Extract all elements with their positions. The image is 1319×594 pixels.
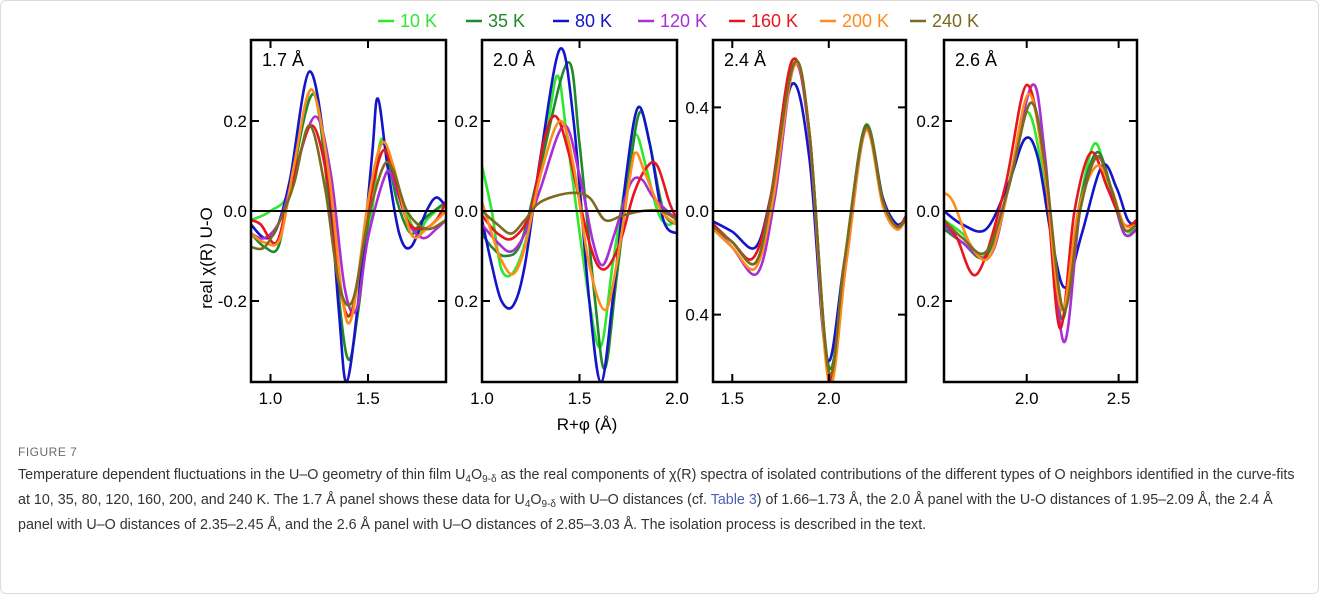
panel-4: 0.2 0.0 0.2 2.0 2.5 2.6 Å [916,38,1139,408]
y-axis-label: real χ(R) U-O [197,207,216,308]
panel-label: 2.6 Å [955,50,997,70]
series-line-35k [713,59,906,371]
x-tick-label: 2.0 [1015,389,1039,408]
y-tick-label: 0.2 [916,292,940,311]
series-line-80k [251,70,446,382]
series-line-200k [482,119,677,312]
y-tick-label: 0.2 [454,292,478,311]
panel-1: 0.2 0.0 -0.2 1.0 1.5 1.7 Å [218,38,448,408]
series-line-240k [713,59,906,376]
figure-caption: FIGURE 7 Temperature dependent fluctuati… [18,445,1298,535]
series-line-160k [713,57,906,382]
table-3-link[interactable]: Table 3 [710,492,757,508]
x-tick-label: 1.5 [356,389,380,408]
series-line-240k [944,101,1137,312]
x-tick-label: 1.0 [470,389,494,408]
series-line-80k [482,47,677,382]
panel-3: 0.4 0.0 0.4 1.5 2.0 2.4 Å [685,38,908,408]
y-tick-label: -0.2 [218,292,247,311]
legend-label: 200 K [842,11,889,31]
panel-2: 0.2 0.0 0.2 1.0 1.5 2.0 2.0 Å [454,38,689,408]
series-line-200k [251,88,446,325]
x-tick-label: 1.5 [568,389,592,408]
series-line-160k [482,114,677,271]
y-tick-label: 0.0 [223,202,247,221]
panel-label: 1.7 Å [262,50,304,70]
y-tick-label: 0.2 [223,112,247,131]
y-tick-label: 0.0 [454,202,478,221]
y-tick-label: 0.0 [685,202,709,221]
caption-text: Temperature dependent fluctuations in th… [18,467,1295,533]
figure-chart: 10 K 35 K 80 K 120 K 160 K 200 K 240 K 0.2 0.0 -… [197,11,1139,434]
x-axis-label: R+φ (Å) [557,415,618,434]
legend-label: 160 K [751,11,798,31]
legend-label: 240 K [932,11,979,31]
y-tick-label: 0.2 [916,112,940,131]
series-line-200k [713,62,906,382]
y-tick-label: 0.4 [685,98,709,117]
panel-label: 2.4 Å [724,50,766,70]
panel-label: 2.0 Å [493,50,535,70]
x-tick-label: 1.5 [720,389,744,408]
series-line-240k [251,124,446,307]
series-line-35k [482,61,677,370]
chart-panels: 0.2 0.0 -0.2 1.0 1.5 1.7 Å 0.2 0.0 0.2 1.0 1.5 2.0 2… [218,38,1139,408]
legend-label: 10 K [400,11,437,31]
series-line-35k [251,92,446,362]
series-line-10k [713,57,906,376]
legend-label: 120 K [660,11,707,31]
series-line-120k [944,83,1137,343]
y-tick-label: 0.0 [916,202,940,221]
x-tick-label: 2.5 [1107,389,1131,408]
figure-label: FIGURE 7 [18,445,78,459]
legend-label: 35 K [488,11,525,31]
y-tick-label: 0.2 [454,112,478,131]
x-tick-label: 2.0 [665,389,689,408]
x-tick-label: 1.0 [259,389,283,408]
x-tick-label: 2.0 [817,389,841,408]
y-tick-label: 0.4 [685,306,709,325]
legend-label: 80 K [575,11,612,31]
legend: 10 K 35 K 80 K 120 K 160 K 200 K 240 K [378,11,979,31]
series-line-120k [713,62,906,379]
series-line-10k [251,88,446,319]
